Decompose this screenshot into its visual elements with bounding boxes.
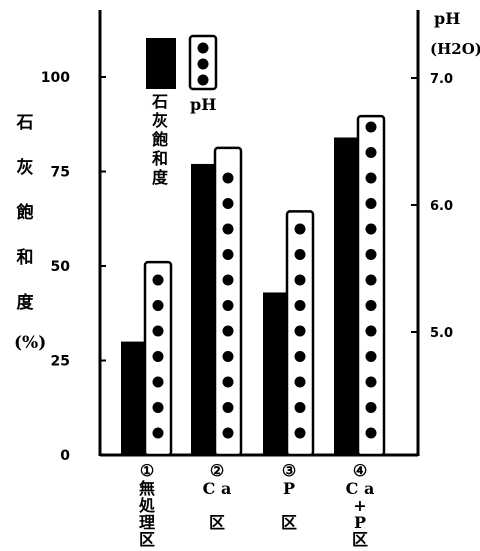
bar-ph-dot bbox=[294, 300, 306, 311]
bar-ph-dot bbox=[365, 300, 377, 311]
category-label-line: C a bbox=[203, 479, 232, 498]
bar-ph-dot bbox=[365, 147, 377, 158]
legend-solid-label-char: 灰 bbox=[152, 111, 168, 130]
legend-solid-label-char: 度 bbox=[152, 168, 169, 187]
bar-ph-dot bbox=[222, 325, 234, 337]
bar-ph-dot bbox=[294, 402, 306, 413]
category-label-line: 無 bbox=[139, 479, 155, 498]
bar-ph-dot bbox=[152, 402, 164, 413]
y-axis-right-unit: (H2O) bbox=[430, 40, 480, 58]
bar-ph-dot bbox=[222, 376, 234, 388]
category-label-line: + bbox=[353, 496, 366, 515]
bar-ph-dot bbox=[294, 427, 306, 439]
bar-saturation bbox=[121, 341, 147, 455]
bar-ph-dot bbox=[152, 351, 164, 362]
bar-ph-dot bbox=[365, 427, 377, 439]
y-axis-left-label-char: 和 bbox=[16, 248, 34, 268]
y-axis-left-label-char: 石 bbox=[16, 113, 34, 133]
bar-ph-dot bbox=[365, 172, 377, 184]
bar-ph-dot bbox=[222, 427, 234, 439]
y-tick-left-label: 50 bbox=[51, 259, 71, 275]
y-tick-right-label: 5.0 bbox=[430, 326, 453, 341]
category-label-line: C a bbox=[346, 479, 375, 498]
bar-ph-dot bbox=[294, 325, 306, 337]
bar-ph-dot bbox=[222, 249, 234, 260]
category-number: ④ bbox=[353, 461, 367, 480]
bar-ph-dot bbox=[152, 376, 164, 388]
category-number: ① bbox=[140, 461, 154, 480]
bar-ph-dot bbox=[222, 300, 234, 311]
bar-ph-dot bbox=[222, 351, 234, 362]
bar-ph-dot bbox=[365, 198, 377, 209]
bar-ph-dot bbox=[152, 325, 164, 337]
category-label-line: P bbox=[283, 479, 295, 498]
bar-ph-dot bbox=[152, 274, 164, 286]
legend-solid-label-char: 和 bbox=[152, 149, 168, 168]
y-tick-left-label: 0 bbox=[60, 448, 70, 464]
bar-ph-dot bbox=[222, 223, 234, 235]
category-number: ③ bbox=[282, 461, 296, 480]
category-label-line: 理 bbox=[139, 513, 155, 532]
category-label-line: P bbox=[354, 513, 366, 532]
bar-ph-dot bbox=[294, 351, 306, 362]
bar-ph-dot bbox=[222, 172, 234, 184]
legend-dotted-label: pH bbox=[190, 95, 216, 114]
bar-ph-dot bbox=[152, 427, 164, 439]
category-label-line: 区 bbox=[139, 530, 155, 549]
legend-solid-swatch bbox=[146, 38, 176, 89]
bar-ph-dot bbox=[365, 121, 377, 133]
legend-dot bbox=[197, 74, 209, 86]
bar-ph-dot bbox=[365, 402, 377, 413]
legend-solid-label-char: 石 bbox=[151, 92, 168, 111]
y-axis-left-label-char: 灰 bbox=[16, 158, 34, 178]
category-label-line: 区 bbox=[352, 530, 368, 549]
category-label-line: 区 bbox=[281, 513, 297, 532]
bar-saturation bbox=[334, 137, 360, 456]
category-label-line: 区 bbox=[209, 513, 225, 532]
y-tick-right-label: 6.0 bbox=[430, 199, 453, 214]
bar-ph-dot bbox=[222, 274, 234, 286]
bar-saturation bbox=[263, 292, 289, 455]
bar-ph-dot bbox=[365, 274, 377, 286]
bar-ph-dot bbox=[152, 300, 164, 311]
bar-ph-dot bbox=[365, 351, 377, 362]
bar-ph-dot bbox=[222, 198, 234, 209]
y-axis-left-label-char: 飽 bbox=[16, 203, 34, 223]
legend-dot bbox=[197, 42, 209, 54]
legend-solid-label-char: 飽 bbox=[151, 130, 168, 149]
bar-ph-dot bbox=[365, 223, 377, 235]
bar-saturation bbox=[191, 163, 217, 455]
y-tick-left-label: 100 bbox=[41, 70, 70, 86]
bar-ph-dot bbox=[365, 249, 377, 260]
y-tick-left-label: 75 bbox=[51, 165, 70, 181]
bar-ph-dot bbox=[365, 325, 377, 337]
category-number: ② bbox=[210, 461, 224, 480]
y-axis-left-label-char: 度 bbox=[16, 293, 34, 313]
category-label-line: 処 bbox=[139, 496, 156, 515]
y-axis-right-label: pH bbox=[434, 9, 460, 28]
y-tick-right-label: 7.0 bbox=[430, 72, 453, 87]
bar-ph-dot bbox=[365, 376, 377, 388]
y-tick-left-label: 25 bbox=[51, 354, 70, 370]
legend-dot bbox=[197, 58, 209, 70]
bar-ph bbox=[356, 114, 386, 457]
bar-ph-dot bbox=[294, 274, 306, 286]
bar-ph-dot bbox=[294, 249, 306, 260]
bar-ph-dot bbox=[294, 376, 306, 388]
bar-ph-dot bbox=[294, 223, 306, 235]
bar-ph-dot bbox=[222, 402, 234, 413]
